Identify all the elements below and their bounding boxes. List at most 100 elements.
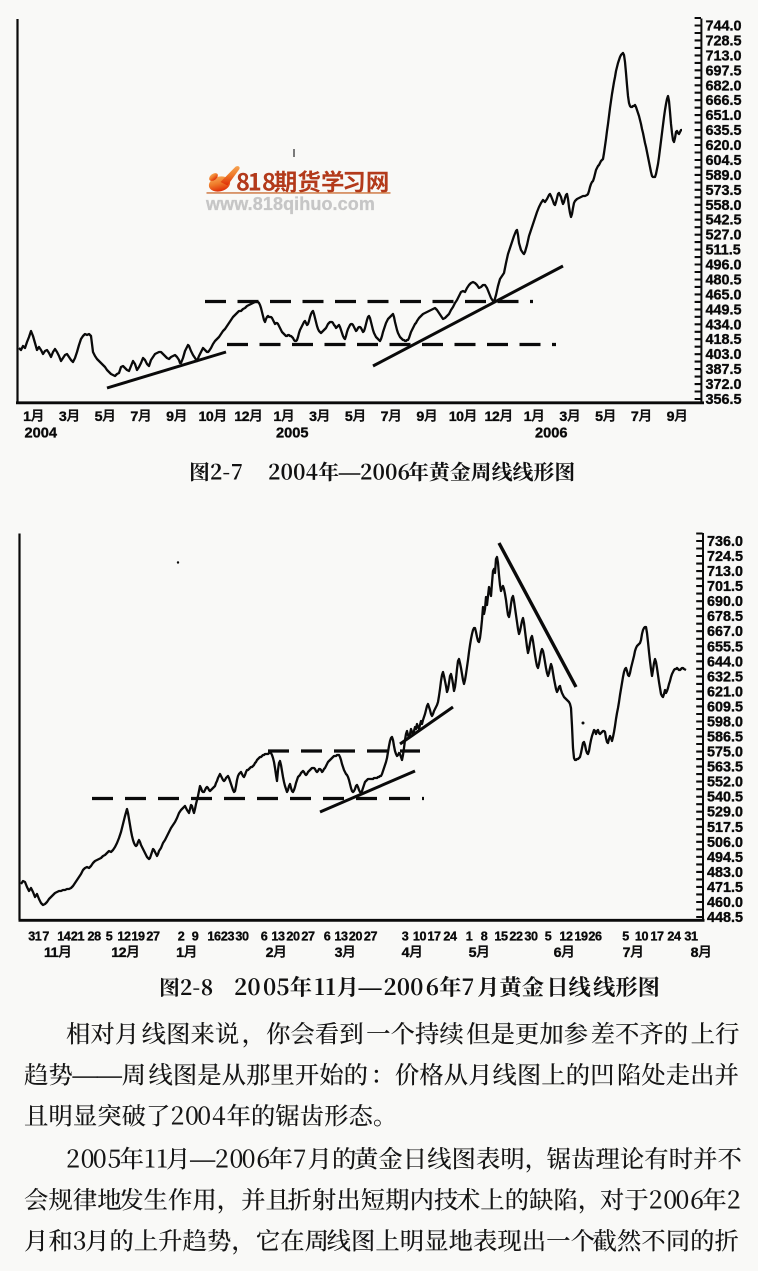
svg-text:542.5: 542.5 <box>706 213 742 229</box>
svg-text:6: 6 <box>261 930 268 944</box>
svg-text:13: 13 <box>271 930 285 944</box>
svg-text:10: 10 <box>199 409 214 425</box>
svg-text:713.0: 713.0 <box>706 48 742 64</box>
svg-text:27: 27 <box>301 930 315 944</box>
svg-text:418.5: 418.5 <box>706 332 742 348</box>
svg-text:23: 23 <box>221 930 235 944</box>
svg-text:682.0: 682.0 <box>706 78 742 94</box>
svg-text:17: 17 <box>650 930 664 944</box>
svg-text:9: 9 <box>192 930 199 944</box>
svg-text:7: 7 <box>631 409 639 425</box>
svg-text:632.5: 632.5 <box>707 669 743 685</box>
svg-text:3: 3 <box>309 409 317 425</box>
svg-text:1: 1 <box>524 409 532 425</box>
svg-text:10: 10 <box>449 409 464 425</box>
svg-text:655.5: 655.5 <box>707 639 743 655</box>
svg-text:635.5: 635.5 <box>706 123 742 139</box>
svg-text:460.0: 460.0 <box>707 895 743 911</box>
svg-text:28: 28 <box>87 930 101 944</box>
svg-text:2005: 2005 <box>276 426 308 442</box>
svg-text:480.5: 480.5 <box>706 273 742 289</box>
svg-text:744.0: 744.0 <box>706 19 742 35</box>
svg-text:496.0: 496.0 <box>706 258 742 274</box>
svg-text:434.0: 434.0 <box>706 317 742 333</box>
svg-text:604.5: 604.5 <box>706 153 742 169</box>
svg-text:609.5: 609.5 <box>707 699 743 715</box>
svg-text:465.0: 465.0 <box>706 287 742 303</box>
svg-text:8: 8 <box>691 945 699 961</box>
svg-text:24: 24 <box>667 930 681 944</box>
svg-text:4: 4 <box>402 945 410 961</box>
svg-text:12: 12 <box>111 945 126 961</box>
svg-text:31: 31 <box>28 930 42 944</box>
svg-text:517.5: 517.5 <box>707 820 743 836</box>
svg-text:387.5: 387.5 <box>706 362 742 378</box>
svg-text:7: 7 <box>42 930 49 944</box>
svg-text:17: 17 <box>427 930 441 944</box>
svg-text:678.5: 678.5 <box>707 609 743 625</box>
svg-text:10: 10 <box>635 930 649 944</box>
svg-text:16: 16 <box>207 930 221 944</box>
svg-text:563.5: 563.5 <box>707 760 743 776</box>
svg-text:24: 24 <box>443 930 457 944</box>
svg-text:31: 31 <box>684 930 698 944</box>
svg-text:26: 26 <box>588 930 602 944</box>
svg-text:12: 12 <box>559 930 573 944</box>
svg-text:713.0: 713.0 <box>707 564 743 580</box>
svg-text:2: 2 <box>178 930 185 944</box>
svg-text:527.0: 527.0 <box>706 228 742 244</box>
svg-text:471.5: 471.5 <box>707 880 743 896</box>
svg-text:9: 9 <box>667 409 675 425</box>
svg-text:15: 15 <box>494 930 508 944</box>
svg-text:356.5: 356.5 <box>706 392 742 408</box>
svg-text:736.0: 736.0 <box>707 534 743 550</box>
svg-text:11: 11 <box>44 945 59 961</box>
svg-text:2: 2 <box>266 945 274 961</box>
svg-text:8: 8 <box>481 930 488 944</box>
svg-text:5: 5 <box>106 930 113 944</box>
svg-text:6: 6 <box>324 930 331 944</box>
svg-text:12: 12 <box>117 930 131 944</box>
svg-text:529.0: 529.0 <box>707 805 743 821</box>
svg-text:701.5: 701.5 <box>707 579 743 595</box>
svg-text:20: 20 <box>349 930 363 944</box>
svg-text:6: 6 <box>554 945 562 961</box>
svg-text:12: 12 <box>234 409 249 425</box>
svg-text:511.5: 511.5 <box>706 243 741 259</box>
svg-text:3: 3 <box>402 930 409 944</box>
svg-text:598.0: 598.0 <box>707 715 743 731</box>
svg-text:552.0: 552.0 <box>707 775 743 791</box>
svg-text:5: 5 <box>95 409 103 425</box>
svg-text:724.5: 724.5 <box>707 549 743 565</box>
svg-text:2004: 2004 <box>25 426 58 442</box>
svg-text:483.0: 483.0 <box>707 865 743 881</box>
svg-text:7: 7 <box>381 409 389 425</box>
svg-text:2006: 2006 <box>535 426 567 442</box>
svg-text:506.0: 506.0 <box>707 835 743 851</box>
svg-text:620.0: 620.0 <box>706 138 742 154</box>
svg-text:728.5: 728.5 <box>706 33 742 49</box>
svg-text:30: 30 <box>524 930 538 944</box>
svg-text:651.0: 651.0 <box>706 108 742 124</box>
svg-text:558.0: 558.0 <box>706 198 742 214</box>
svg-text:19: 19 <box>131 930 145 944</box>
svg-text:7: 7 <box>130 409 138 425</box>
svg-text:27: 27 <box>364 930 378 944</box>
svg-text:14: 14 <box>57 930 71 944</box>
svg-text:3: 3 <box>59 409 67 425</box>
svg-text:494.5: 494.5 <box>707 850 743 866</box>
svg-text:30: 30 <box>235 930 249 944</box>
svg-text:27: 27 <box>146 930 160 944</box>
svg-text:19: 19 <box>574 930 588 944</box>
svg-text:5: 5 <box>469 945 477 961</box>
svg-text:573.5: 573.5 <box>706 183 742 199</box>
svg-text:5: 5 <box>545 930 552 944</box>
svg-text:1: 1 <box>466 930 473 944</box>
svg-text:www.818qihuo.com: www.818qihuo.com <box>205 194 375 214</box>
svg-text:589.0: 589.0 <box>706 168 742 184</box>
svg-text:540.5: 540.5 <box>707 790 743 806</box>
svg-text:575.0: 575.0 <box>707 745 743 761</box>
svg-text:449.5: 449.5 <box>706 302 742 318</box>
svg-text:1: 1 <box>176 945 184 961</box>
svg-text:372.0: 372.0 <box>706 377 742 393</box>
